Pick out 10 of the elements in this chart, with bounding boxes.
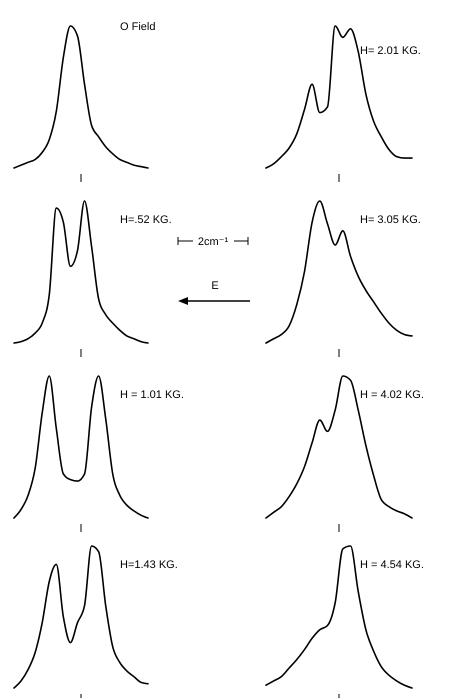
- text: H = 4.02 KG.: [360, 389, 424, 401]
- chart-title: O Field: [120, 21, 156, 33]
- text: E: [211, 280, 219, 292]
- text: H= 3.05 KG.: [360, 214, 421, 226]
- text: H= 2.01 KG.: [360, 45, 421, 57]
- text: H=1.43 KG.: [120, 559, 178, 571]
- text: H = 4.54 KG.: [360, 559, 424, 571]
- text: 2cm⁻¹: [198, 236, 228, 248]
- text: H = 1.01 KG.: [120, 389, 184, 401]
- text: H=.52 KG.: [120, 214, 172, 226]
